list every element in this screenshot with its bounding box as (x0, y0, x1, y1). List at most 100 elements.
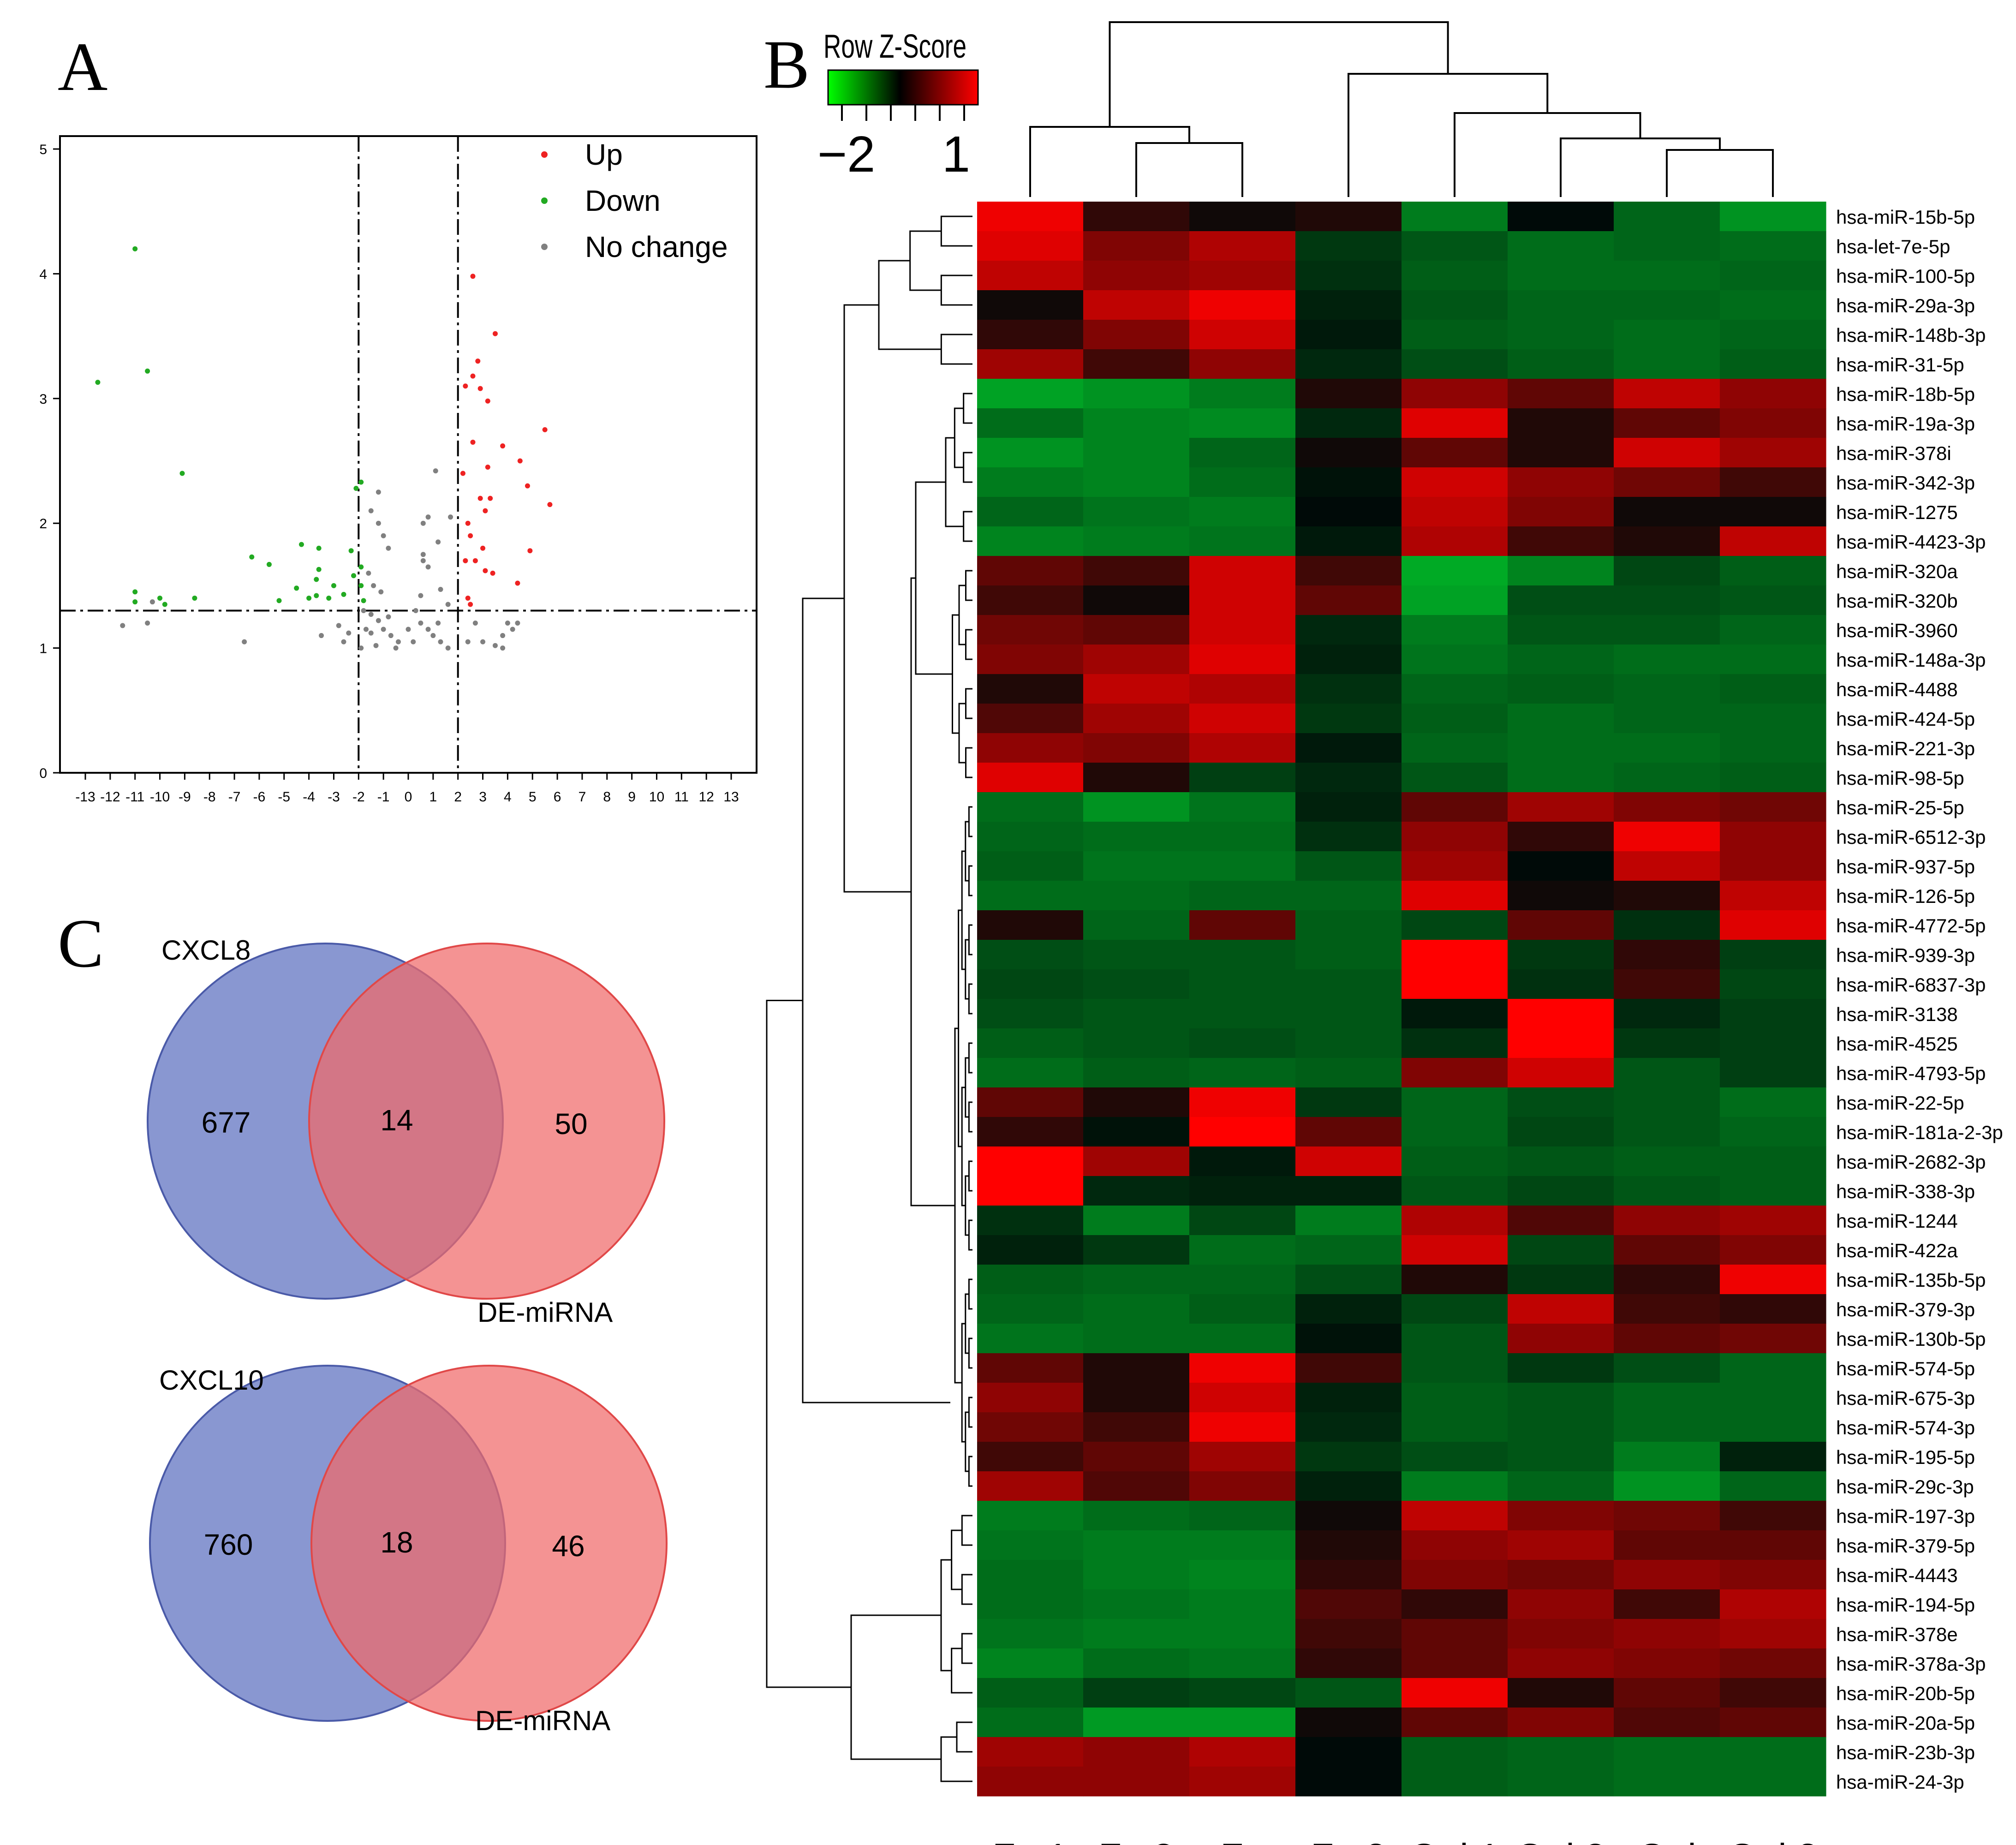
panel-label-b: B (763, 26, 810, 103)
heatmap-cell (1720, 615, 1826, 645)
heatmap-cell (1614, 910, 1720, 940)
heatmap-cell (1295, 615, 1402, 645)
scatter-point (413, 608, 418, 613)
scatter-point (463, 558, 468, 563)
color-key-tick-label: −2 (817, 126, 875, 183)
heatmap-cell (1083, 1412, 1190, 1442)
heatmap-cell (1295, 674, 1402, 704)
heatmap-cell (1614, 763, 1720, 793)
heatmap-cell (1083, 467, 1190, 497)
heatmap-cell (1295, 1589, 1402, 1619)
heatmap-cell (977, 1501, 1084, 1531)
heatmap-cells (977, 202, 1826, 1797)
venn-count-intersection: 18 (380, 1526, 413, 1559)
heatmap-cell (1295, 851, 1402, 881)
color-key-gradient (827, 69, 979, 106)
scatter-point (480, 545, 486, 551)
scatter-point (547, 502, 553, 508)
heatmap-cell (1720, 1235, 1826, 1265)
scatter-point (435, 539, 441, 545)
y-tick-label: 5 (39, 142, 47, 157)
heatmap-cell (977, 497, 1084, 527)
scatter-point (266, 561, 272, 567)
scatter-point (331, 583, 336, 588)
heatmap-cell (1720, 261, 1826, 291)
row-label: hsa-miR-6512-3p (1836, 826, 1986, 848)
heatmap-cell (1402, 1560, 1508, 1590)
heatmap-cell (1720, 1471, 1826, 1501)
scatter-point (149, 599, 155, 605)
heatmap-cell (1720, 1501, 1826, 1531)
heatmap-cell (1189, 1442, 1296, 1472)
heatmap-cell (1083, 1028, 1190, 1058)
heatmap-cell (1720, 704, 1826, 734)
heatmap-cell (1189, 851, 1296, 881)
heatmap-cell (1295, 1324, 1402, 1354)
heatmap-cell (1083, 1560, 1190, 1590)
scatter-point (500, 645, 506, 651)
heatmap-cell (1083, 1294, 1190, 1324)
heatmap-cell (1189, 497, 1296, 527)
heatmap-cell (1295, 940, 1402, 970)
heatmap-cell (1508, 1767, 1614, 1797)
heatmap-row-labels: hsa-miR-15b-5p hsa-let-7e-5p hsa-miR-100-5… (1836, 206, 2003, 1793)
heatmap-cell (977, 615, 1084, 645)
heatmap-cell (1614, 379, 1720, 409)
scatter-point (361, 608, 366, 613)
heatmap-cell (1402, 940, 1508, 970)
heatmap-cell (1508, 1678, 1614, 1708)
heatmap-cell (1189, 438, 1296, 468)
heatmap-cell (1402, 1648, 1508, 1678)
heatmap-cell (1402, 1737, 1508, 1767)
heatmap-cell (1720, 763, 1826, 793)
heatmap-cell (1189, 1619, 1296, 1649)
heatmap-cell (1295, 1265, 1402, 1295)
dendrogram-branch (965, 688, 972, 719)
heatmap-cell (1614, 202, 1720, 232)
heatmap-cell (1083, 261, 1190, 291)
scatter-point (406, 627, 411, 632)
heatmap-cell (1720, 1117, 1826, 1147)
color-key-tick-label: 1 (942, 126, 970, 183)
heatmap-cell (1402, 1294, 1508, 1324)
heatmap-cell (1508, 1648, 1614, 1678)
heatmap-cell (1402, 1442, 1508, 1472)
heatmap-cell (1402, 851, 1508, 881)
heatmap-cell (1189, 1235, 1296, 1265)
heatmap-cell (1402, 585, 1508, 615)
dendrogram-branch (951, 1648, 972, 1694)
scatter-point (465, 595, 471, 601)
scatter-point (483, 508, 488, 513)
heatmap-cell (1508, 940, 1614, 970)
dendrogram-branch (963, 393, 972, 424)
row-label: hsa-miR-22-5p (1836, 1092, 1964, 1114)
heatmap-cell (1720, 1087, 1826, 1117)
heatmap-cell (1083, 1058, 1190, 1088)
scatter-point (351, 573, 357, 579)
dendrogram-branch (954, 407, 964, 468)
heatmap-cell (1189, 674, 1296, 704)
heatmap-cell (1402, 231, 1508, 261)
heatmap-cell (1614, 231, 1720, 261)
scatter-point (373, 643, 379, 648)
heatmap-cell (1083, 881, 1190, 911)
y-tick-label: 0 (39, 766, 47, 781)
scatter-point (314, 577, 319, 582)
heatmap-cell (1614, 408, 1720, 438)
heatmap-cell (1614, 1471, 1720, 1501)
scatter-point (316, 567, 322, 572)
scatter-point (358, 645, 364, 651)
heatmap-cell (1402, 438, 1508, 468)
heatmap-cell (1508, 1294, 1614, 1324)
dendrogram-branch (968, 924, 972, 955)
heatmap-cell (1189, 1265, 1296, 1295)
heatmap-cell (1189, 704, 1296, 734)
row-label: hsa-miR-4793-5p (1836, 1063, 1986, 1084)
heatmap-cell (1508, 497, 1614, 527)
legend-marker (541, 197, 548, 204)
heatmap-cell (1295, 1058, 1402, 1088)
scatter-point (527, 548, 533, 554)
venn-count-left-only: 760 (204, 1528, 253, 1561)
heatmap-cell (1083, 1619, 1190, 1649)
scatter-point (386, 545, 391, 551)
